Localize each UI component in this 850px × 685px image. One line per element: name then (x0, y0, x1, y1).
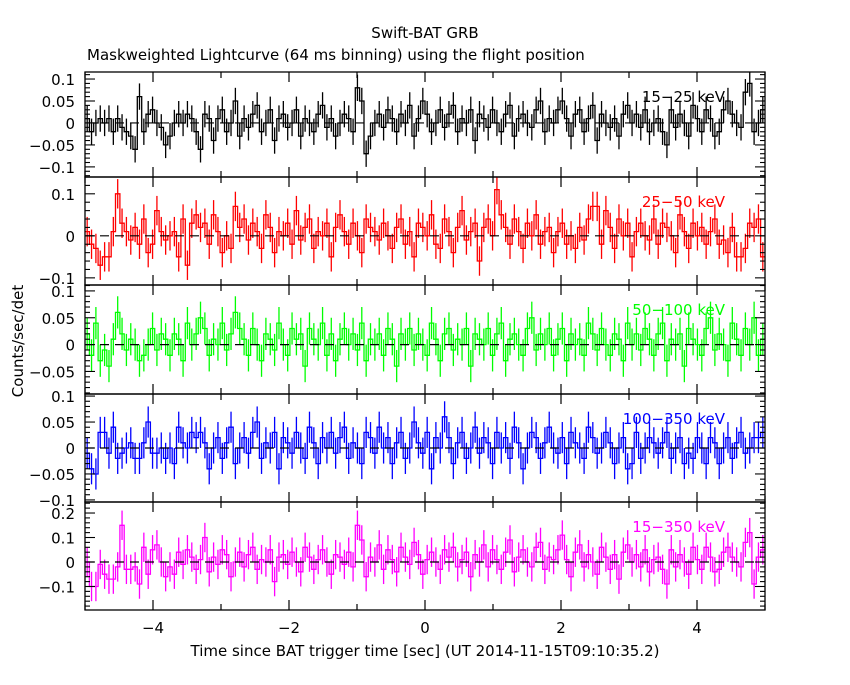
panel-energy-label: 25−50 keV (642, 193, 726, 211)
chart-title: Swift-BAT GRB (371, 24, 478, 42)
y-tick-label: −0.05 (29, 363, 75, 381)
series-step-line (85, 188, 765, 266)
y-axis-label: Counts/sec/det (9, 285, 27, 398)
series-step-line (85, 82, 765, 155)
x-tick-label: −4 (142, 619, 164, 637)
y-tick-label: 0.05 (42, 93, 75, 111)
y-tick-label: 0.1 (51, 186, 75, 204)
series-step-line (85, 416, 765, 475)
panel-15-25-kev: 0.1 0.05 0 −0.05 −0.1 15−25 keV (29, 71, 766, 178)
y-tick-label: 0 (65, 228, 75, 246)
y-tick-label: 0.2 (51, 505, 75, 523)
y-tick-label: −0.1 (39, 159, 75, 177)
x-tick-label: 4 (692, 619, 702, 637)
y-tick-label: 0 (65, 554, 75, 572)
y-tick-label: 0 (65, 337, 75, 355)
y-tick-label: −0.05 (29, 137, 75, 155)
y-tick-label: 0 (65, 440, 75, 458)
y-tick-label: 0.1 (51, 388, 75, 406)
y-tick-label: −0.05 (29, 466, 75, 484)
y-tick-label: 0.1 (51, 283, 75, 301)
x-axis-label: Time since BAT trigger time [sec] (UT 20… (190, 642, 660, 660)
panel-100-350-kev: 0.1 0.05 0 −0.05 −0.1 100−350 keV (29, 388, 766, 510)
panel-15-350-kev: 0.2 0.1 0 −0.1 15−350 keV (39, 501, 766, 611)
y-tick-label: 0 (65, 115, 75, 133)
x-tick-label: −2 (278, 619, 300, 637)
y-tick-label: −0.1 (39, 270, 75, 288)
x-tick-label: 0 (420, 619, 430, 637)
series-step-line (85, 311, 765, 367)
y-tick-label: 0.05 (42, 414, 75, 432)
y-tick-label: −0.1 (39, 578, 75, 596)
y-tick-label: 0.05 (42, 310, 75, 328)
panel-energy-label: 15−25 keV (642, 88, 726, 106)
series-step-line (85, 524, 765, 588)
chart-subtitle: Maskweighted Lightcurve (64 ms binning) … (87, 46, 585, 64)
panel-energy-label: 50−100 keV (632, 301, 725, 319)
panel-energy-label: 15−350 keV (632, 518, 725, 536)
x-tick-label: 2 (556, 619, 566, 637)
panel-energy-label: 100−350 keV (623, 410, 726, 428)
y-tick-label: 0.1 (51, 71, 75, 89)
panel-25-50-kev: 0.1 0 −0.1 25−50 keV (39, 176, 766, 288)
panel-50-100-kev: 0.1 0.05 0 −0.05 50−100 keV (29, 283, 766, 395)
y-tick-label: −0.1 (39, 492, 75, 510)
y-tick-label: 0.1 (51, 530, 75, 548)
